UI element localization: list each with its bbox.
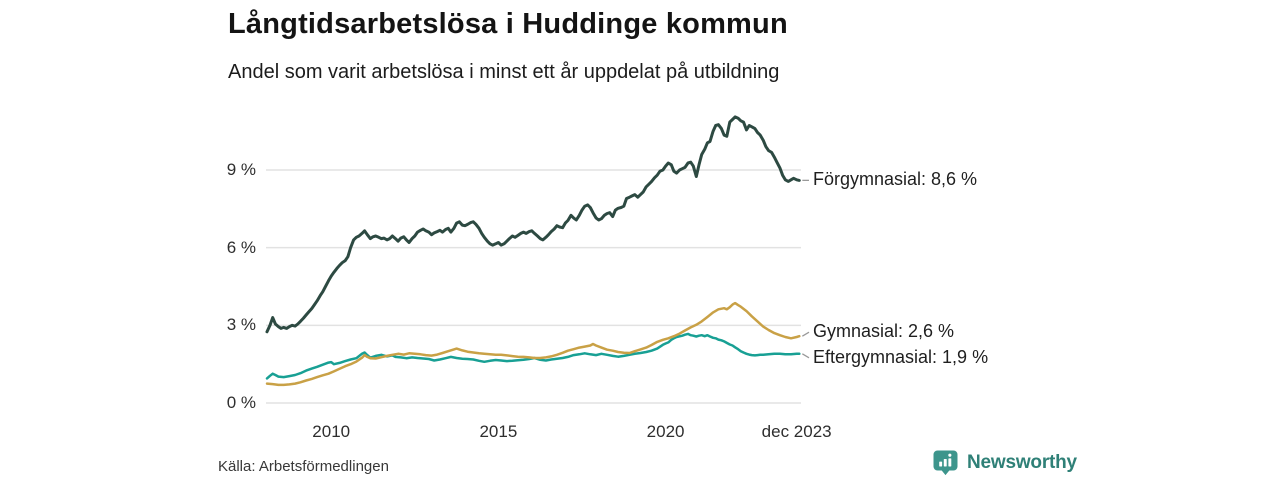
series-line-gymnasial	[265, 301, 801, 387]
y-axis-tick-0: 0 %	[226, 393, 256, 412]
y-axis-tick-6: 6 %	[226, 237, 256, 257]
series-line-förgymnasial	[265, 115, 801, 334]
series-line-eftergymnasial	[265, 332, 801, 380]
series-end-label-eftergymnasial: Eftergymnasial: 1,9 %	[813, 346, 989, 367]
newsworthy-brand-name: Newsworthy	[967, 451, 1077, 473]
y-axis-tick-3: 3 %	[226, 315, 256, 335]
series-end-label-förgymnasial: Förgymnasial: 8,6 %	[813, 169, 978, 190]
source-note: Källa: Arbetsförmedlingen	[218, 458, 389, 475]
label-connector-eftergymnasial	[801, 353, 810, 359]
x-axis-tick-dec-2023: dec 2023	[761, 422, 832, 441]
newsworthy-brand[interactable]: Newsworthy	[932, 449, 1077, 476]
chart-subtitle: Andel som varit arbetslösa i minst ett å…	[228, 61, 780, 83]
x-axis-tick-2020: 2020	[646, 422, 685, 441]
label-connector-gymnasial	[801, 331, 810, 337]
x-axis-tick-2010: 2010	[312, 422, 351, 441]
x-axis-tick-2015: 2015	[479, 422, 518, 441]
series-end-label-gymnasial: Gymnasial: 2,6 %	[813, 321, 955, 342]
newsworthy-logo-icon	[933, 450, 958, 476]
y-axis-tick-9: 9 %	[226, 160, 256, 179]
chart-title: Långtidsarbetslösa i Huddinge kommun	[228, 8, 788, 40]
